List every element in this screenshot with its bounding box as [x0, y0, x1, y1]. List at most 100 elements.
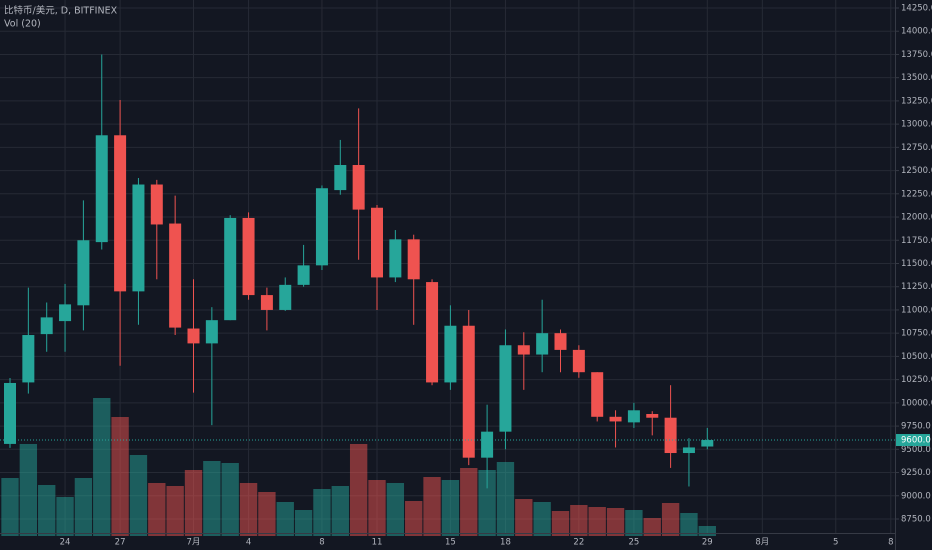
volume-bar	[349, 444, 368, 536]
candle-body	[371, 207, 383, 278]
y-tick-label: 12000.0	[901, 213, 932, 223]
volume-bar	[533, 502, 551, 536]
candle-body	[462, 325, 475, 458]
volume-bar	[386, 483, 405, 536]
volume-bar	[38, 485, 56, 536]
candle-body	[499, 345, 512, 432]
volume-bar	[606, 508, 625, 536]
y-tick-label: 12750.0	[901, 143, 932, 153]
candle-body	[389, 239, 402, 278]
volume-bar	[698, 526, 716, 536]
candle-body	[481, 431, 494, 458]
candle-body	[40, 317, 53, 335]
volume-bar	[368, 480, 386, 536]
last-price-label: 9600.0	[901, 436, 931, 446]
y-tick-label: 13000.0	[901, 120, 932, 130]
y-tick-label: 13500.0	[901, 73, 932, 83]
candle-body	[95, 135, 108, 243]
candle-body	[260, 295, 273, 310]
candle-body	[224, 217, 237, 321]
volume-bar	[56, 497, 74, 536]
x-tick-label: 7月	[187, 538, 201, 548]
y-tick-label: 10750.0	[901, 329, 932, 339]
x-tick-label: 24	[60, 538, 71, 548]
x-tick-label: 5	[833, 538, 838, 548]
volume-bar	[313, 489, 331, 536]
volume-bar	[423, 477, 441, 536]
candle-body	[279, 284, 292, 310]
y-tick-label: 11500.0	[901, 259, 932, 269]
candle-body	[701, 440, 714, 447]
volume-pane	[1, 398, 716, 536]
y-tick-label: 8750.0	[901, 514, 931, 524]
y-tick-label: 13250.0	[901, 96, 932, 106]
volume-bar	[405, 501, 423, 536]
x-tick-label: 4	[246, 538, 251, 548]
candle-body	[205, 320, 218, 344]
y-tick-label: 9000.0	[901, 491, 931, 501]
y-tick-label: 13750.0	[901, 50, 932, 60]
y-tick-label: 12250.0	[901, 189, 932, 199]
y-tick-label: 9750.0	[901, 422, 931, 432]
volume-bar	[294, 510, 313, 536]
candle-body	[77, 240, 90, 306]
price-pane	[0, 54, 895, 489]
volume-bar	[460, 468, 478, 536]
last-price-box	[896, 434, 930, 447]
volume-bar	[203, 461, 221, 536]
y-tick-label: 10250.0	[901, 375, 932, 385]
candle-body	[150, 184, 163, 225]
volume-bar	[166, 486, 184, 536]
volume-bar	[588, 507, 606, 536]
x-tick-label: 8月	[755, 538, 769, 548]
axes: 8750.0 9000.0 9250.0 9500.0 9750.0 10000.0 102…	[60, 3, 932, 547]
y-tick-label: 12500.0	[901, 166, 932, 176]
volume-bar	[148, 483, 166, 536]
grid	[0, 0, 895, 533]
volume-bar	[551, 511, 570, 536]
candle-body	[407, 239, 420, 280]
x-tick-label: 29	[702, 538, 713, 548]
candle-body	[132, 184, 145, 292]
y-tick-label: 9250.0	[901, 468, 931, 478]
candle-body	[59, 304, 72, 322]
volume-bar	[680, 513, 698, 536]
volume-bar	[515, 499, 533, 536]
candle-body	[315, 188, 328, 266]
y-tick-label: 11000.0	[901, 305, 932, 315]
candle-body	[646, 414, 659, 418]
volume-bar	[93, 398, 111, 536]
candle-body	[444, 325, 457, 383]
y-tick-label: 11750.0	[901, 236, 932, 246]
candle-body	[682, 447, 695, 454]
y-tick-label: 11250.0	[901, 282, 932, 292]
x-tick-label: 27	[115, 538, 126, 548]
candle-body	[554, 333, 567, 350]
x-tick-label: 8	[319, 538, 324, 548]
volume-bar	[625, 510, 643, 536]
candle-body	[297, 265, 310, 285]
volume-bar	[19, 444, 38, 536]
x-tick-label: 8	[888, 538, 893, 548]
y-tick-label: 14250.0	[901, 3, 932, 13]
volume-bar	[258, 492, 276, 536]
candle-body	[114, 135, 127, 292]
candle-body	[591, 372, 604, 417]
x-tick-label: 15	[445, 538, 456, 548]
volume-bar	[496, 462, 515, 536]
x-tick-label: 25	[628, 538, 639, 548]
candle-body	[609, 416, 622, 422]
volume-bar	[184, 470, 203, 536]
x-tick-label: 11	[372, 538, 383, 548]
candle-body	[426, 282, 439, 383]
volume-bar	[239, 483, 258, 536]
volume-bar	[441, 480, 460, 536]
candle-body	[517, 345, 530, 355]
volume-bar	[331, 486, 349, 536]
volume-bar	[1, 478, 19, 536]
candle-body	[352, 165, 365, 210]
candle-body	[664, 417, 677, 454]
y-tick-label: 9500.0	[901, 445, 931, 455]
